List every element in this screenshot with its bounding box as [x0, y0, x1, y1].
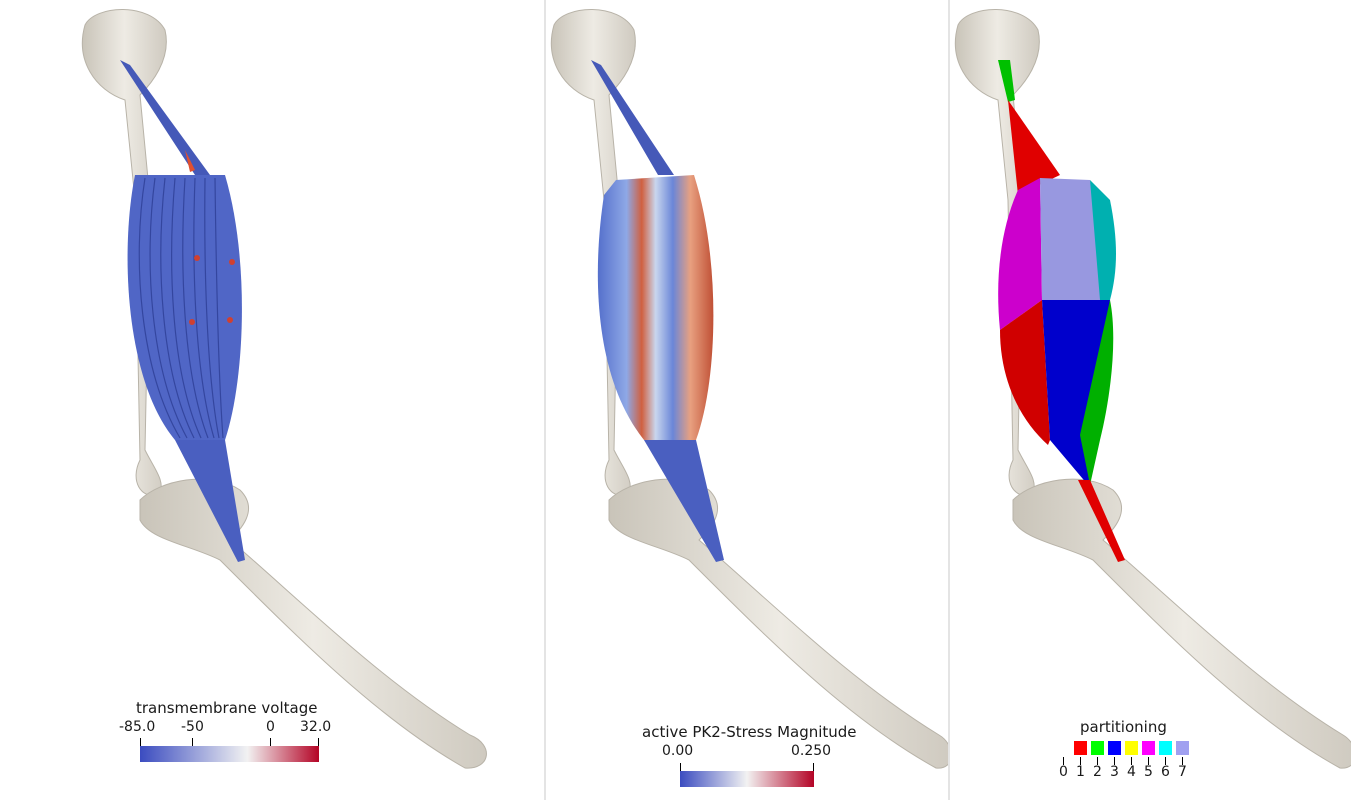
legend-tick [1131, 757, 1132, 765]
colorbar-label-mid2: 0 [266, 719, 275, 735]
forearm-bone [139, 478, 487, 769]
legend-title: partitioning [1080, 718, 1167, 736]
legend-tick [1097, 757, 1098, 765]
muscle-fibers [120, 60, 245, 562]
colorbar-label-min: -85.0 [119, 719, 156, 735]
bone-scene-3 [954, 9, 1351, 769]
colorbar-label-mid1: -50 [181, 719, 204, 735]
legend-tick [1114, 757, 1115, 765]
legend-label-3: 3 [1110, 764, 1119, 780]
legend-label-6: 6 [1161, 764, 1170, 780]
legend-label-1: 1 [1076, 764, 1085, 780]
colorbar-tick [318, 738, 319, 746]
legend-swatch-2 [1091, 741, 1104, 755]
colorbar-label-min: 0.00 [662, 743, 694, 759]
viewport-stress[interactable]: active PK2-Stress Magnitude 0.00 0.250 [546, 0, 948, 800]
legend-swatch-3 [1108, 741, 1121, 755]
panel-divider [544, 0, 546, 800]
colorbar-tick [140, 738, 141, 746]
colorbar-title: active PK2-Stress Magnitude [642, 723, 857, 741]
legend-swatch-1 [1074, 741, 1087, 755]
colorbar-gradient [140, 746, 319, 762]
legend-swatch-4 [1125, 741, 1138, 755]
legend-swatch-7 [1176, 741, 1189, 755]
colorbar-gradient [680, 771, 814, 787]
legend-tick [1063, 757, 1064, 765]
forearm-bone [1012, 478, 1351, 769]
bone-scene-1 [81, 9, 487, 769]
legend-tick [1165, 757, 1166, 765]
legend-swatch-6 [1159, 741, 1172, 755]
legend-tick [1080, 757, 1081, 765]
colorbar-tick [270, 738, 271, 746]
legend-tick [1182, 757, 1183, 765]
legend-tick [1148, 757, 1149, 765]
viewport-partitioning[interactable]: partitioning 0 1 2 3 4 5 6 7 [950, 0, 1351, 800]
legend-label-5: 5 [1144, 764, 1153, 780]
legend-label-0: 0 [1059, 764, 1068, 780]
viewport-transmembrane[interactable]: transmembrane voltage -85.0 -50 0 32.0 [0, 0, 544, 800]
muscle-partitions [998, 60, 1125, 562]
bone-scene-2 [550, 9, 948, 769]
legend-swatch-5 [1142, 741, 1155, 755]
muscle-stress [591, 60, 724, 562]
colorbar-tick [680, 763, 681, 771]
colorbar-title: transmembrane voltage [136, 699, 318, 717]
colorbar-tick [813, 763, 814, 771]
colorbar-tick [192, 738, 193, 746]
forearm-bone [608, 478, 948, 769]
colorbar-label-max: 32.0 [300, 719, 332, 735]
legend-label-7: 7 [1178, 764, 1187, 780]
legend-label-4: 4 [1127, 764, 1136, 780]
colorbar-label-max: 0.250 [791, 743, 832, 759]
panel-divider [948, 0, 950, 800]
legend-label-2: 2 [1093, 764, 1102, 780]
